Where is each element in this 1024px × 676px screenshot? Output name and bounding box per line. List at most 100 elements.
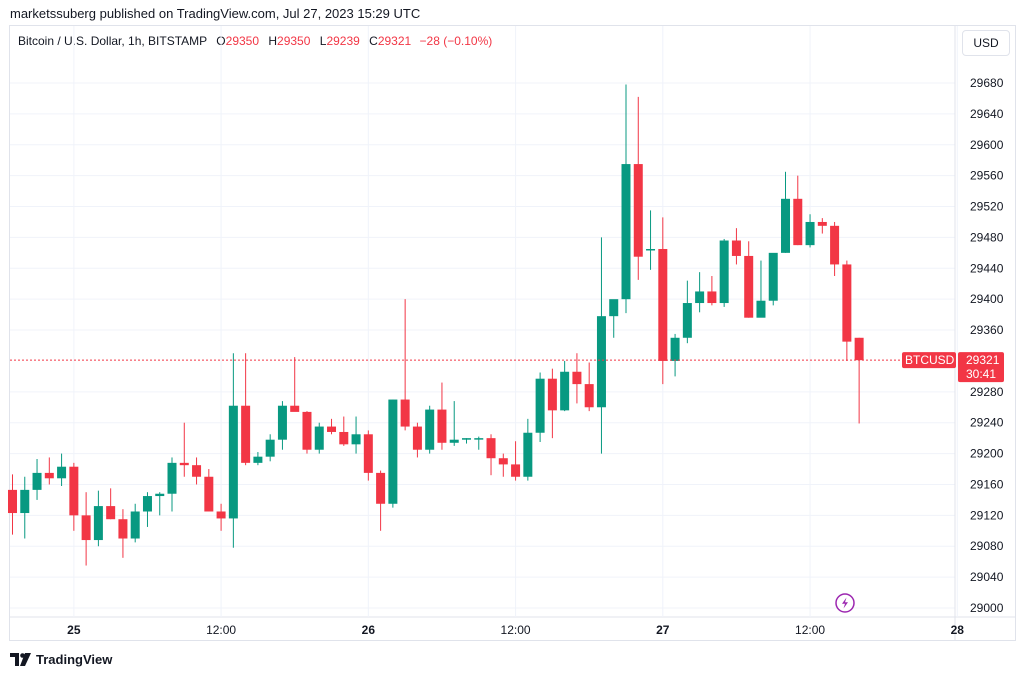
candle-body xyxy=(8,489,17,514)
candle-body xyxy=(437,409,447,443)
candle-body xyxy=(511,464,521,477)
candle xyxy=(474,436,484,450)
candle-body xyxy=(584,384,594,408)
candle-body xyxy=(290,405,300,412)
candle xyxy=(241,353,251,466)
y-tick-label: 29520 xyxy=(970,200,1004,214)
candle xyxy=(695,272,705,313)
y-tick-label: 29280 xyxy=(970,385,1004,399)
candle xyxy=(376,470,386,531)
tradingview-logo[interactable]: TradingView xyxy=(10,652,112,667)
candle xyxy=(596,237,606,454)
candle xyxy=(584,362,594,412)
candle xyxy=(253,452,263,466)
candle xyxy=(461,438,471,444)
candle xyxy=(265,434,275,462)
symbol-legend: Bitcoin / U.S. Dollar, 1h, BITSTAMP O293… xyxy=(18,34,492,48)
candle xyxy=(854,337,864,424)
candle xyxy=(547,368,557,439)
candle xyxy=(535,372,545,443)
candle-body xyxy=(596,316,606,408)
candle-body xyxy=(695,291,705,304)
currency-button[interactable]: USD xyxy=(962,30,1010,56)
y-tick-label: 29400 xyxy=(970,292,1004,306)
candle-body xyxy=(621,164,631,300)
candle-body xyxy=(69,466,79,516)
close-label: C xyxy=(369,34,378,48)
candle xyxy=(57,453,67,487)
candle xyxy=(719,238,729,307)
candle xyxy=(449,401,459,446)
candle xyxy=(744,241,754,318)
price-tag-value: 29321 xyxy=(966,353,1000,367)
candle-body xyxy=(646,248,656,251)
candle-body xyxy=(204,476,214,512)
grid-lines xyxy=(10,26,1015,640)
candle-body xyxy=(854,337,864,361)
candle xyxy=(388,399,398,508)
candle xyxy=(363,430,373,481)
candle xyxy=(842,260,852,361)
publisher-credit: marketssuberg published on TradingView.c… xyxy=(10,6,421,21)
candle-body xyxy=(793,198,803,246)
candle xyxy=(609,299,619,338)
symbol-tag xyxy=(902,352,956,369)
x-tick-label: 25 xyxy=(67,623,81,637)
symbol-tag-label: BTCUSD xyxy=(905,353,955,367)
candle-body xyxy=(118,519,128,539)
close-value: 29321 xyxy=(377,34,412,48)
candle-body xyxy=(142,496,152,512)
candle xyxy=(69,462,79,531)
candle-body xyxy=(486,438,496,459)
candle-body xyxy=(658,248,668,361)
x-tick-label: 12:00 xyxy=(206,623,236,637)
candle-body xyxy=(32,472,42,490)
candle-body xyxy=(216,511,226,519)
candle xyxy=(400,299,410,431)
candle-body xyxy=(155,493,165,497)
candle-body xyxy=(20,489,30,514)
tradingview-logo-icon xyxy=(10,652,31,666)
candle-body xyxy=(351,434,361,445)
candle-body xyxy=(179,462,189,466)
candle-body xyxy=(670,337,680,361)
candle xyxy=(118,509,128,558)
candle-body xyxy=(81,515,91,541)
candle xyxy=(646,210,656,270)
candle xyxy=(93,490,103,547)
candle-body xyxy=(327,426,337,432)
symbol-title[interactable]: Bitcoin / U.S. Dollar, 1h, BITSTAMP xyxy=(18,34,207,48)
candle-body xyxy=(682,303,692,338)
lightning-icon[interactable] xyxy=(835,593,855,613)
candle xyxy=(817,218,827,234)
countdown-value: 30:41 xyxy=(966,367,996,381)
y-tick-label: 29600 xyxy=(970,138,1004,152)
candle xyxy=(572,353,582,404)
candle-body xyxy=(314,426,324,450)
candle xyxy=(621,84,631,314)
candle xyxy=(228,353,238,548)
candle xyxy=(768,252,778,306)
candle xyxy=(8,474,17,535)
time-axis: 25 12:00 26 12:00 27 12:00 28 xyxy=(67,623,964,637)
candle-body xyxy=(609,299,619,317)
y-tick-label: 29680 xyxy=(970,76,1004,90)
candle xyxy=(351,416,361,454)
candle xyxy=(805,214,815,248)
high-value: 29350 xyxy=(277,34,311,48)
y-tick-label: 29000 xyxy=(970,601,1004,615)
y-tick-label: 29120 xyxy=(970,508,1004,522)
candle-body xyxy=(363,434,373,473)
candle-body xyxy=(744,255,754,318)
x-tick-label: 12:00 xyxy=(795,623,825,637)
candle-body xyxy=(192,465,202,477)
low-label: L xyxy=(319,34,327,48)
candle-body xyxy=(400,399,410,427)
candle-body xyxy=(756,300,766,318)
candle-body xyxy=(412,426,422,450)
candle-body xyxy=(461,438,471,440)
candle-body xyxy=(93,506,103,541)
candle-body xyxy=(498,458,508,465)
tradingview-brand: TradingView xyxy=(36,652,113,667)
